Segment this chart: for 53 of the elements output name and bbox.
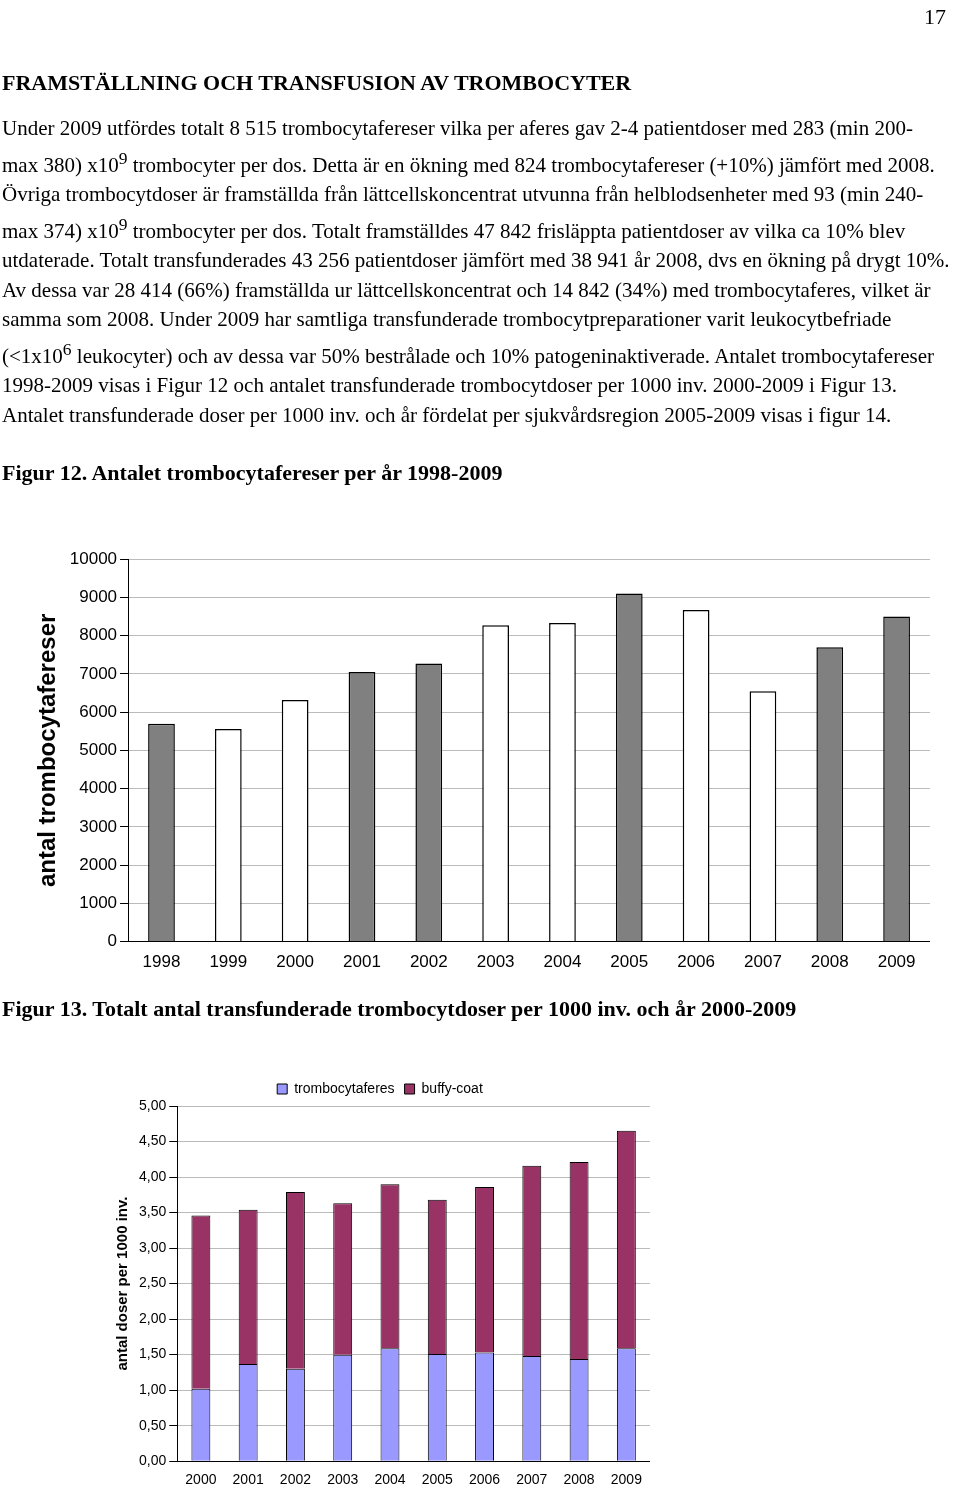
x-tick-label: 2000 [185,1471,217,1488]
y-tick-label: 0,00 [139,1452,167,1469]
y-tick-label: 9000 [79,587,118,607]
x-tick-label: 1998 [142,952,181,972]
x-tick-label: 2001 [343,952,381,972]
x-tick-label: 2003 [327,1471,359,1488]
x-tick-label: 2007 [744,952,782,972]
y-tick-label: 1,50 [139,1345,167,1362]
x-tick-label: 2000 [276,952,315,972]
legend-label: buffy-coat [421,1079,483,1096]
x-tick-label: 2006 [677,952,716,972]
y-tick-label: 2,00 [139,1309,167,1326]
x-tick-label: 2003 [476,952,515,972]
x-tick-label: 2009 [877,952,916,972]
x-tick-label: 2005 [610,952,649,972]
y-tick-label: 10000 [69,548,118,568]
x-tick-label: 2008 [563,1471,595,1488]
x-tick-label: 1999 [209,952,248,972]
y-tick-label: 3,00 [139,1238,167,1255]
x-tick-label: 2008 [810,952,849,972]
x-tick-label: 2002 [409,952,448,972]
y-tick-label: 1,00 [139,1381,167,1398]
chart-title: Figur 13. Totalt antal transfunderade trombocytdoser per 1000 inv. och år 2000-2009 [2,996,798,1022]
y-tick-label: 7000 [79,663,118,683]
y-tick-label: 3000 [79,816,118,836]
y-tick-label: 5000 [79,740,118,760]
x-tick-label: 2007 [516,1471,548,1488]
text: Under 2009 utfördes totalt 8 515 trombocytafereser vilka per aferes gav 2-4 patientdoser med 283 (min 200- max 380) x10$^{9}$ trombocyter per dos. Detta är en ökning med 824 trombocytafereser (+10%) jämfört med 2008. Övriga trombocytdoser är framställda från lättcellskoncentrat utvunna från helblodsenheter med 93 (min 240- max 374) x10$^{9}$ trombocyter per dos. Totalt framställdes 47 842 frisläppta patientdoser av vilka ca 10% blev utdaterade. Totalt transfunderades 43 256 patientdoser jämfört med 38 941 år 2008, dvs en ökning på drygt 10%. Av dessa var 28 414 (66%) framställda ur lättcellskoncentrat och 14 842 (34%) med trombocytaferes, vilket är samma som 2008. Under 2009 har samtliga transfunderade trombocytpreparationer varit leukocytbefriade (<1x10$^{6}$ leukocyter) och av dessa var 50% bestrålade och 10% patogeninaktiverade. Antalet trombocytafereser 1998-2009 visas i Figur 12 och antalet transfunderade trombocytdoser per 1000 inv. 2000-2009 i Figur 13. Antalet transfunderade doser per 1000 inv. och år fördelat per sjukvårdsregion 2005-2009 visas i figur 14. [2,116,950,427]
x-tick-label: 2009 [610,1471,643,1488]
y-tick-label: 4,00 [139,1167,167,1184]
legend-label: trombocytaferes [294,1079,395,1096]
chart-title: Figur 12. Antalet trombocytafereser per år 1998-2009 [2,460,504,486]
y-tick-label: 3,50 [139,1203,167,1220]
y-tick-label: 8000 [79,625,118,645]
y-tick-label: 0 [107,931,118,951]
y-tick-label: 5,00 [139,1096,167,1113]
y-axis-title: antal doser per 1000 inv. [113,1196,131,1371]
y-tick-label: 4000 [79,778,118,798]
x-tick-label: 2002 [279,1471,312,1488]
x-tick-label: 2004 [374,1471,406,1488]
text: FRAMSTÄLLNING OCH TRANSFUSION AV TROMBOCYTER [2,70,633,96]
x-tick-label: 2001 [232,1471,264,1488]
y-tick-label: 0,50 [139,1416,167,1433]
y-axis-title: antal trombocytafereser [33,613,61,888]
y-tick-label: 2,50 [139,1274,167,1291]
y-tick-label: 6000 [79,701,118,721]
y-tick-label: 4,50 [139,1132,167,1149]
x-tick-label: 2006 [468,1471,501,1488]
y-tick-label: 1000 [79,893,118,913]
x-tick-label: 2005 [421,1471,454,1488]
y-tick-label: 2000 [79,854,118,874]
text: 17 [923,3,947,31]
x-tick-label: 2004 [543,952,582,972]
